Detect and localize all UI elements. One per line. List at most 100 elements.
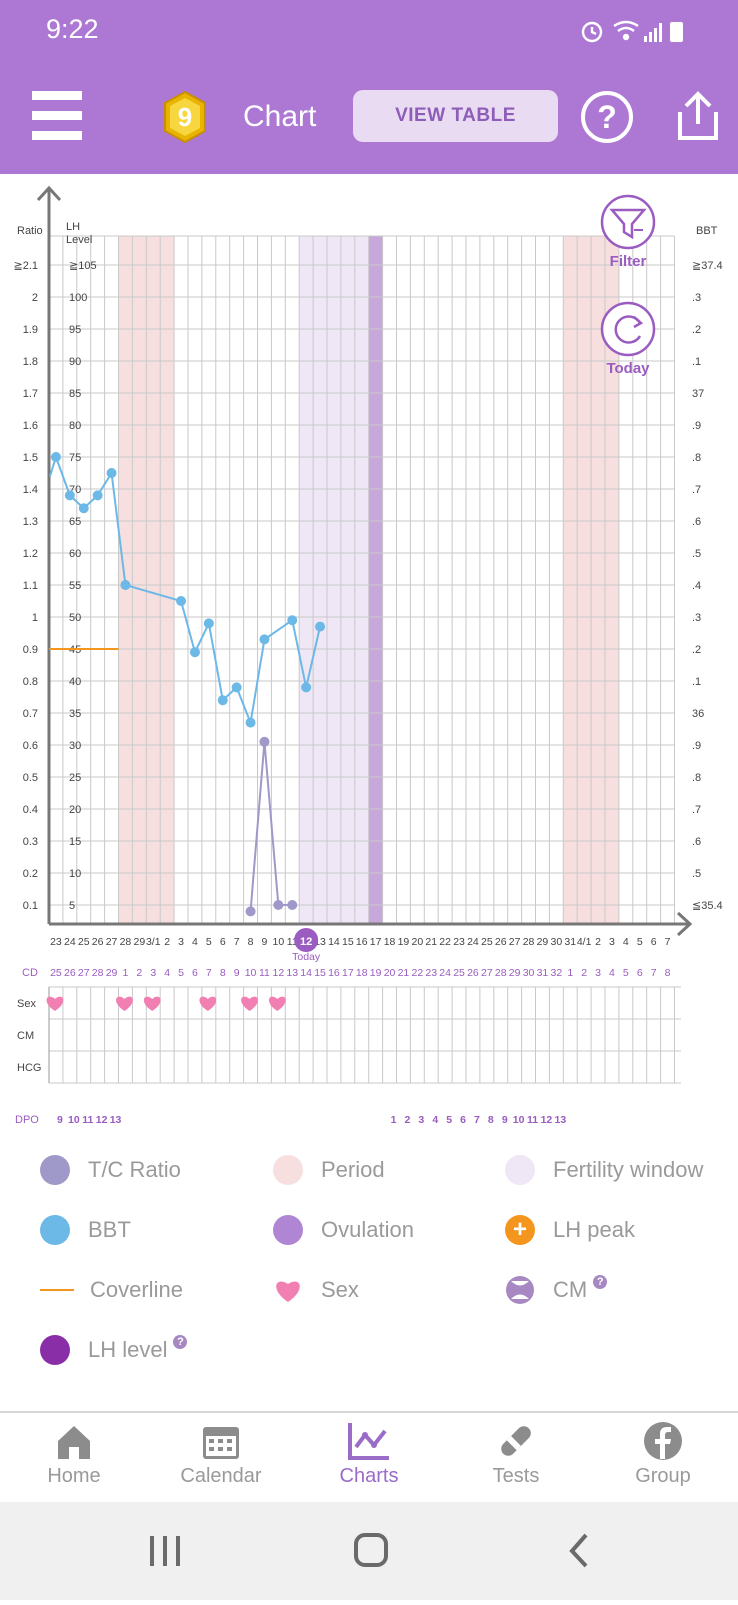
cd-value: 7	[206, 967, 212, 979]
legend-item: Ovulation	[273, 1210, 414, 1250]
bbt-tick-label: .8	[692, 452, 701, 464]
ratio-tick-label: 0.3	[23, 836, 38, 848]
bbt-point	[301, 682, 312, 693]
event-row-label: CM	[17, 1030, 34, 1042]
date-label: 23	[453, 936, 465, 948]
home-button-icon[interactable]	[354, 1533, 388, 1567]
help-icon[interactable]: ?	[579, 89, 635, 145]
date-label: 19	[398, 936, 410, 948]
bbt-point	[92, 490, 103, 501]
cd-value: 1	[567, 967, 573, 979]
cd-value: 25	[50, 967, 62, 979]
cd-value: 11	[259, 967, 270, 979]
recents-icon[interactable]	[150, 1536, 180, 1566]
tc-ratio-point	[259, 736, 270, 747]
filter-label: Filter	[610, 253, 647, 270]
legend-label: CM	[553, 1277, 588, 1302]
bottom-nav: Home Calendar Charts Tests Group	[0, 1411, 738, 1503]
view-table-button[interactable]: VIEW TABLE	[353, 90, 558, 142]
x-axis-arrow	[676, 911, 693, 937]
ratio-tick-label: 1.5	[23, 452, 38, 464]
date-label: 14	[328, 936, 340, 948]
cd-value: 16	[328, 967, 340, 979]
home-icon	[58, 1426, 90, 1459]
date-label: 9	[262, 936, 268, 948]
lh-tick-label: ≧105	[69, 260, 97, 272]
share-icon[interactable]	[672, 90, 724, 144]
cd-value: 20	[384, 967, 396, 979]
ratio-tick-label: 1.2	[23, 548, 38, 560]
cd-value: 27	[481, 967, 493, 979]
page-title: Chart	[243, 100, 317, 133]
bbt-point	[50, 452, 61, 462]
bbt-point	[245, 717, 256, 728]
nav-group[interactable]: Group	[603, 1421, 723, 1488]
dpo-value: 9	[57, 1114, 63, 1126]
system-nav-bar	[0, 1502, 738, 1600]
date-label: 10	[273, 936, 285, 948]
cycle-chart[interactable]: Ratio LH Level BBT ≧2.1 ≧105 ≧37.4 2 100.3 1.9 95.…	[0, 174, 738, 1134]
ratio-tick-label: ≧2.1	[13, 260, 38, 272]
cd-value: 10	[245, 967, 257, 979]
legend-label: Period	[321, 1157, 385, 1182]
nav-calendar[interactable]: Calendar	[161, 1421, 281, 1488]
alarm-icon	[581, 21, 603, 43]
system-nav-icons	[150, 1533, 588, 1568]
date-label: 29	[134, 936, 146, 948]
ratio-tick-label: 1.3	[23, 516, 38, 528]
bbt-tick-label: ≦35.4	[692, 900, 723, 912]
nav-charts[interactable]: Charts	[309, 1421, 429, 1488]
cd-value: 12	[273, 967, 285, 979]
legend-help-icon[interactable]: ?	[173, 1335, 188, 1349]
menu-icon[interactable]	[32, 91, 82, 141]
level-badge-icon[interactable]: 9	[162, 90, 208, 144]
legend-label: LH level	[88, 1337, 168, 1362]
date-label: 21	[425, 936, 437, 948]
cd-value: 19	[370, 967, 382, 979]
cd-value: 8	[665, 967, 671, 979]
today-refresh-icon	[600, 301, 656, 357]
nav-tests-label: Tests	[492, 1465, 540, 1487]
cd-value: 27	[78, 967, 90, 979]
date-label: 15	[342, 936, 354, 948]
bbt-point	[176, 596, 187, 606]
date-label: 25	[481, 936, 493, 948]
cd-value: 1	[123, 967, 129, 979]
lh-tick-label: 95	[69, 324, 81, 336]
period-dot	[273, 1155, 303, 1185]
bbt-tick-label: .6	[692, 516, 701, 528]
legend: T/C Ratio Period Fertility window BBT Ovulat…	[0, 1150, 738, 1400]
bbt-tick-label: .7	[692, 804, 701, 816]
tests-icon	[501, 1426, 531, 1456]
date-label: 6	[651, 936, 657, 948]
lh-tick-label: 80	[69, 420, 81, 432]
cd-value: 24	[439, 967, 451, 979]
lh-tick-label: 15	[69, 836, 81, 848]
cd-value: 9	[234, 967, 240, 979]
ratio-tick-label: 0.7	[23, 708, 38, 720]
lh-tick-label: 25	[69, 772, 81, 784]
date-label: 7	[665, 936, 671, 948]
legend-help-icon[interactable]: ?	[593, 1275, 608, 1289]
bbt-point	[189, 647, 200, 658]
date-label: 4	[623, 936, 629, 948]
ratio-tick-label: 1.1	[23, 580, 38, 592]
tc-ratio-line	[249, 741, 293, 912]
dpo-value: 10	[68, 1114, 80, 1126]
date-label: 29	[537, 936, 549, 948]
nav-group-label: Group	[635, 1465, 691, 1487]
date-label: 6	[220, 936, 226, 948]
back-icon[interactable]	[569, 1533, 588, 1568]
nav-charts-label: Charts	[339, 1465, 399, 1487]
lh-tick-label: 50	[69, 612, 81, 624]
nav-home[interactable]: Home	[14, 1421, 134, 1488]
date-label: 4/1	[577, 936, 592, 948]
nav-tests[interactable]: Tests	[456, 1421, 576, 1488]
lh-level-dot	[40, 1335, 70, 1365]
bbt-point	[259, 634, 270, 645]
date-label: 27	[509, 936, 521, 948]
cd-value: 4	[609, 967, 615, 979]
dpo-value: 11	[82, 1114, 93, 1126]
legend-item: LH level?	[40, 1330, 188, 1370]
